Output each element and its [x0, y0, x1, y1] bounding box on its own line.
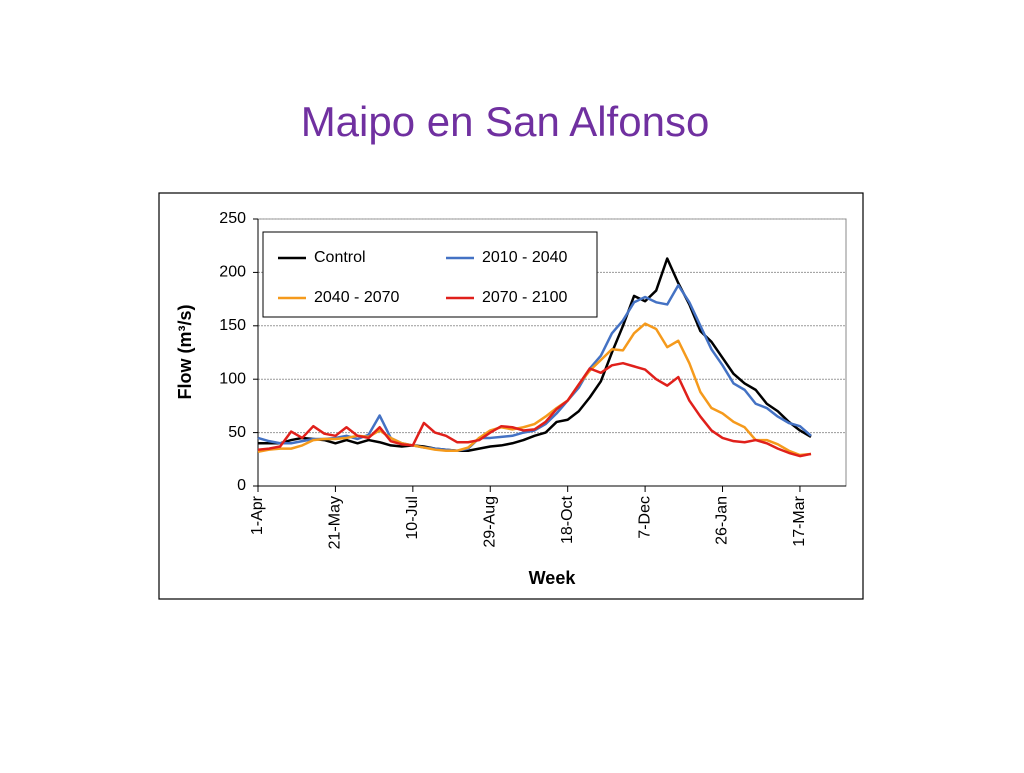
y-tick-label: 200: [219, 264, 246, 281]
x-tick-label: 26-Jan: [714, 496, 731, 545]
x-tick-label: 17-Mar: [791, 495, 808, 546]
y-tick-label: 0: [237, 477, 246, 494]
legend-box: [262, 231, 598, 318]
legend-label: Control: [314, 249, 366, 266]
legend-label: 2040 - 2070: [314, 289, 400, 306]
x-tick-label: 21-May: [327, 496, 344, 549]
legend-label: 2070 - 2100: [482, 289, 568, 306]
x-axis-label: Week: [529, 568, 577, 588]
series-line: [258, 257, 812, 453]
x-tick-label: 29-Aug: [481, 496, 498, 548]
y-tick-label: 150: [219, 317, 246, 334]
x-tick-label: 1-Apr: [249, 495, 266, 535]
y-tick-label: 250: [219, 210, 246, 227]
x-tick-label: 7-Dec: [636, 496, 653, 539]
x-tick-label: 10-Jul: [404, 496, 421, 540]
x-tick-label: 18-Oct: [559, 495, 576, 544]
y-tick-label: 50: [228, 424, 246, 441]
y-axis-label: Flow (m³/s): [175, 305, 195, 400]
legend-label: 2010 - 2040: [482, 249, 568, 266]
y-tick-label: 100: [219, 370, 246, 387]
series-line: [257, 322, 812, 457]
chart-title: Maipo en San Alfonso: [301, 98, 710, 145]
series-line: [257, 361, 812, 458]
